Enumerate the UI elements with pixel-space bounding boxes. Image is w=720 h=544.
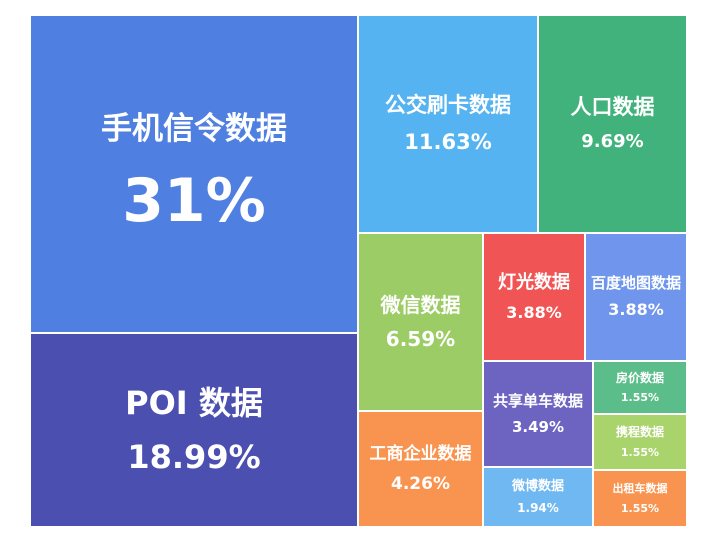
treemap-tile: 微信数据 6.59% — [358, 233, 483, 411]
tile-label: POI 数据 — [125, 383, 263, 422]
tile-value: 1.55% — [620, 445, 660, 459]
tile-value: 9.69% — [581, 131, 644, 153]
tile-value: 3.49% — [511, 418, 565, 436]
tile-value: 6.59% — [385, 327, 456, 351]
treemap-tile: 房价数据 1.55% — [593, 361, 687, 414]
tile-value: 1.55% — [620, 391, 660, 405]
tile-label: 手机信令数据 — [101, 111, 287, 148]
tile-value: 3.88% — [608, 300, 664, 320]
tile-label: 百度地图数据 — [590, 274, 681, 293]
tile-label: 出租车数据 — [612, 482, 668, 496]
treemap-tile: 共享单车数据 3.49% — [483, 361, 593, 467]
treemap-tile: POI 数据 18.99% — [30, 333, 358, 527]
tile-label: 灯光数据 — [498, 272, 570, 294]
treemap-tile: 百度地图数据 3.88% — [585, 233, 687, 361]
treemap-tile: 携程数据 1.55% — [593, 414, 687, 470]
tile-label: 微信数据 — [380, 293, 461, 317]
tile-label: 携程数据 — [615, 425, 664, 440]
treemap-tile: 灯光数据 3.88% — [483, 233, 585, 361]
treemap-tile: 手机信令数据 31% — [30, 15, 358, 333]
treemap-tile: 公交刷卡数据 11.63% — [358, 15, 538, 233]
tile-label: 房价数据 — [615, 370, 664, 385]
tile-label: 公交刷卡数据 — [385, 93, 511, 118]
tile-label: 微博数据 — [511, 478, 564, 494]
treemap-tile: 人口数据 9.69% — [538, 15, 687, 233]
tile-value: 11.63% — [404, 129, 492, 154]
treemap-tile: 工商企业数据 4.26% — [358, 411, 483, 527]
tile-value: 3.88% — [506, 302, 562, 322]
tile-label: 工商企业数据 — [369, 444, 472, 465]
treemap-tile: 出租车数据 1.55% — [593, 470, 687, 527]
tile-value: 1.55% — [620, 501, 660, 515]
treemap-tile: 微博数据 1.94% — [483, 467, 593, 527]
tile-value: 18.99% — [127, 438, 261, 476]
tile-value: 31% — [122, 165, 266, 236]
tile-value: 1.94% — [517, 501, 559, 516]
tile-value: 4.26% — [391, 473, 450, 494]
tile-label: 人口数据 — [570, 95, 655, 120]
tile-label: 共享单车数据 — [492, 392, 583, 410]
